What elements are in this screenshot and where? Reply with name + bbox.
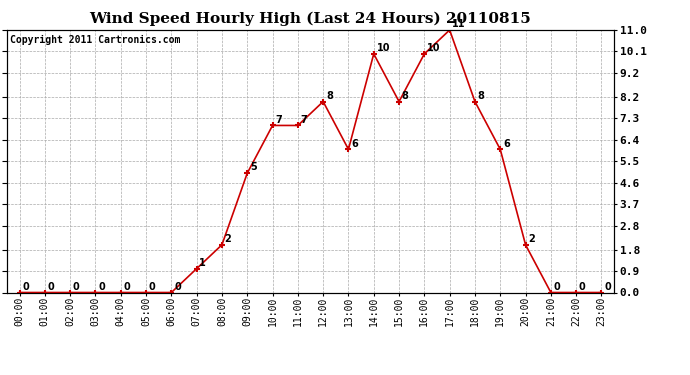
Text: 5: 5 bbox=[250, 162, 257, 172]
Text: 0: 0 bbox=[73, 282, 79, 292]
Text: Wind Speed Hourly High (Last 24 Hours) 20110815: Wind Speed Hourly High (Last 24 Hours) 2… bbox=[90, 11, 531, 26]
Text: 1: 1 bbox=[199, 258, 206, 268]
Text: Copyright 2011 Cartronics.com: Copyright 2011 Cartronics.com bbox=[10, 35, 180, 45]
Text: 0: 0 bbox=[579, 282, 586, 292]
Text: 0: 0 bbox=[149, 282, 155, 292]
Text: 0: 0 bbox=[604, 282, 611, 292]
Text: 7: 7 bbox=[301, 115, 307, 125]
Text: 0: 0 bbox=[174, 282, 181, 292]
Text: 6: 6 bbox=[503, 138, 510, 148]
Text: 7: 7 bbox=[275, 115, 282, 125]
Text: 10: 10 bbox=[427, 43, 441, 53]
Text: 6: 6 bbox=[351, 138, 358, 148]
Text: 2: 2 bbox=[225, 234, 231, 244]
Text: 10: 10 bbox=[377, 43, 390, 53]
Text: 0: 0 bbox=[22, 282, 29, 292]
Text: 8: 8 bbox=[326, 91, 333, 101]
Text: 0: 0 bbox=[553, 282, 560, 292]
Text: 0: 0 bbox=[124, 282, 130, 292]
Text: 8: 8 bbox=[477, 91, 484, 101]
Text: 11: 11 bbox=[453, 19, 466, 29]
Text: 2: 2 bbox=[529, 234, 535, 244]
Text: 0: 0 bbox=[98, 282, 105, 292]
Text: 8: 8 bbox=[402, 91, 408, 101]
Text: 0: 0 bbox=[48, 282, 55, 292]
